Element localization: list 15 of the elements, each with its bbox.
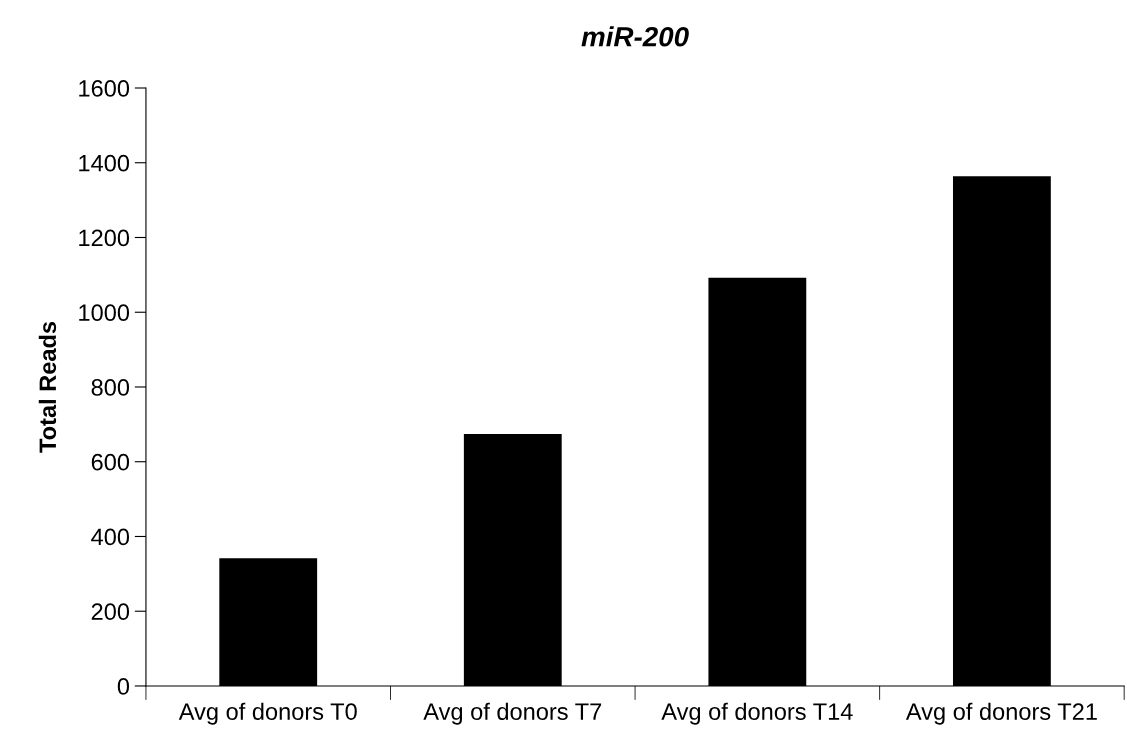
- x-tick-label: Avg of donors T21: [905, 702, 1097, 725]
- y-tick-label: 1400: [79, 154, 130, 172]
- y-tick-label: 800: [91, 379, 130, 396]
- y-tick-label: 0: [117, 678, 130, 695]
- x-tick-label: Avg of donors T7: [423, 702, 602, 725]
- x-tick-label: Avg of donors T0: [178, 702, 357, 725]
- y-tick-label: 1200: [79, 229, 130, 247]
- y-tick-label: 1000: [79, 304, 130, 322]
- chart-title: miR-200: [581, 26, 689, 47]
- y-axis-title: Total Reads: [38, 321, 57, 453]
- y-tick-label: 1600: [79, 80, 130, 97]
- y-tick-label: 400: [91, 528, 130, 546]
- y-tick-label: 600: [91, 453, 130, 471]
- x-tick-label: Avg of donors T14: [661, 702, 853, 725]
- y-tick-label: 200: [91, 603, 130, 621]
